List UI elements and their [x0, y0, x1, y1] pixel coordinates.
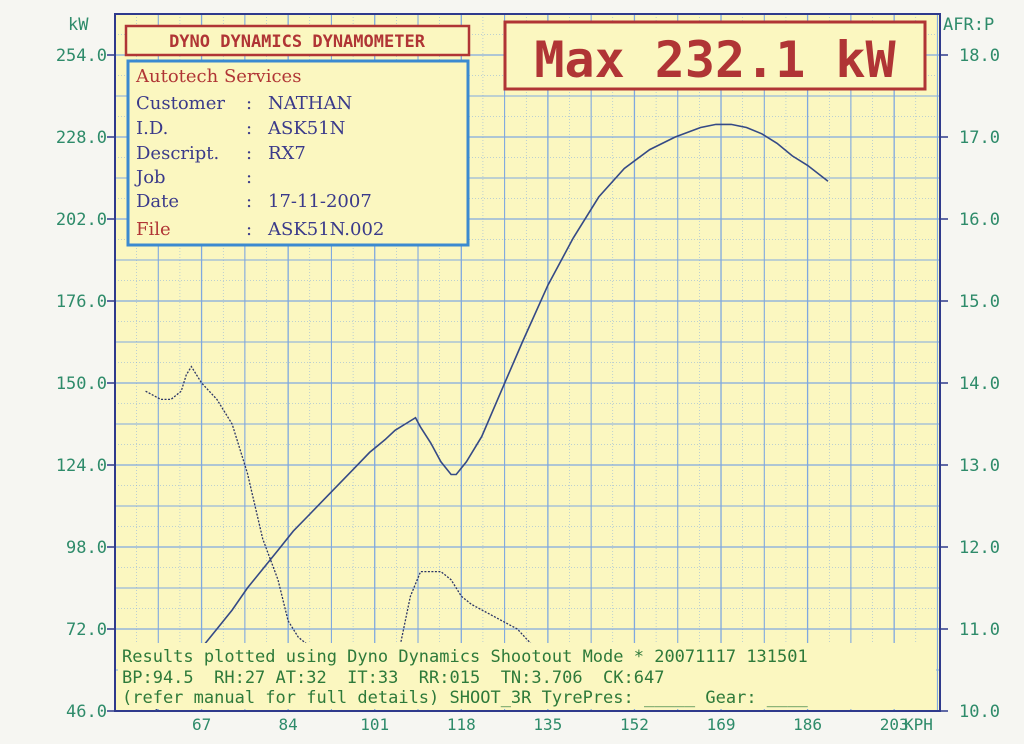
x-tick-label: 186 [793, 715, 822, 734]
y-tick-label: 228.0 [56, 128, 107, 148]
plot-frame [114, 13, 941, 712]
y-tick-label: 98.0 [66, 538, 107, 558]
info-sep-date: : [246, 191, 252, 212]
y-tick-label: 176.0 [56, 292, 107, 312]
y-tick-label: 254.0 [56, 46, 107, 66]
x-tick-label: 84 [279, 715, 298, 734]
y2-tick-label: 18.0 [959, 46, 1000, 66]
info-value-customer: NATHAN [268, 93, 352, 114]
x-tick-label: 67 [192, 715, 211, 734]
y2-tick-label: 10.0 [959, 702, 1000, 722]
y2-tick-label: 11.0 [959, 620, 1000, 640]
footer-line-2: BP:94.5 RH:27 AT:32 IT:33 RR:015 TN:3.70… [122, 668, 664, 688]
y2-tick-label: 17.0 [959, 128, 1000, 148]
y-tick-label: 150.0 [56, 374, 107, 394]
info-box [126, 59, 470, 247]
info-value-id: ASK51N [267, 118, 345, 139]
info-sep-job: : [246, 167, 252, 188]
info-label-file: File [136, 219, 171, 240]
x-tick-labels: 67 84 101 118 135 152 169 186 203 [192, 715, 909, 734]
max-power-label: Max 232.1 kW [534, 31, 896, 89]
y2-tick-labels: 10.0 11.0 12.0 13.0 14.0 15.0 16.0 17.0 18.0 [940, 46, 1000, 722]
max-power-box [503, 20, 927, 91]
x-tick-label: 101 [360, 715, 389, 734]
info-sep-descript: : [246, 143, 252, 164]
info-label-date: Date [136, 191, 179, 212]
info-label-id: I.D. [136, 118, 168, 139]
info-sep-customer: : [246, 93, 252, 114]
y2-tick-label: 14.0 [959, 374, 1000, 394]
y2-axis-unit: AFR:P [943, 15, 994, 35]
y-axis-unit: kW [68, 15, 89, 35]
info-label-job: Job [134, 167, 166, 188]
y2-tick-label: 15.0 [959, 292, 1000, 312]
power-curve-line [154, 123, 829, 712]
y2-tick-label: 13.0 [959, 456, 1000, 476]
footer-line-1: Results plotted using Dyno Dynamics Shoo… [122, 647, 808, 667]
x-tick-label: 203 [880, 715, 909, 734]
dyno-title: DYNO DYNAMICS DYNAMOMETER [169, 32, 426, 52]
y-tick-label: 46.0 [66, 702, 107, 722]
footer-background [118, 643, 936, 709]
info-label-descript: Descript. [136, 143, 219, 164]
x-tick-label: 169 [707, 715, 736, 734]
y-tick-labels: 46.0 72.0 98.0 124.0 150.0 176.0 202.0 228.0 254… [56, 46, 115, 722]
y-tick-label: 124.0 [56, 456, 107, 476]
y2-tick-label: 12.0 [959, 538, 1000, 558]
x-tick-label: 135 [533, 715, 562, 734]
info-label-customer: Customer [136, 93, 225, 114]
info-value-file: ASK51N.002 [267, 219, 384, 240]
x-axis-unit: KPH [904, 715, 933, 734]
info-sep-file: : [246, 219, 252, 240]
x-tick-label: 152 [620, 715, 649, 734]
footer-line-3: (refer manual for full details) SHOOT_3R… [122, 688, 809, 708]
x-tick-label: 118 [447, 715, 476, 734]
y-tick-label: 72.0 [66, 620, 107, 640]
info-sep-id: : [246, 118, 252, 139]
y-tick-label: 202.0 [56, 210, 107, 230]
y2-tick-label: 16.0 [959, 210, 1000, 230]
company-name: Autotech Services [135, 66, 301, 87]
info-value-descript: RX7 [268, 143, 306, 164]
title-box [124, 24, 471, 57]
info-value-date: 17-11-2007 [268, 191, 372, 212]
